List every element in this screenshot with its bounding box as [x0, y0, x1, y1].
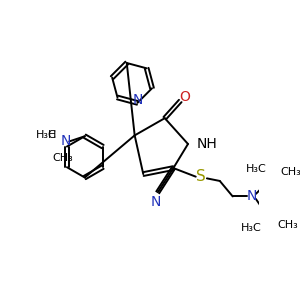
Text: CH₃: CH₃: [52, 153, 73, 164]
Text: H₃C: H₃C: [241, 223, 262, 233]
Text: N: N: [61, 134, 71, 148]
Text: H: H: [48, 130, 56, 140]
Text: CH₃: CH₃: [278, 220, 298, 230]
Text: N: N: [133, 93, 143, 107]
Text: H₃C: H₃C: [36, 130, 56, 140]
Text: N: N: [151, 196, 161, 209]
Text: H₃C: H₃C: [245, 164, 266, 174]
Text: N: N: [246, 189, 257, 203]
Text: NH: NH: [196, 137, 217, 151]
Text: CH₃: CH₃: [281, 167, 300, 177]
Text: S: S: [196, 169, 206, 184]
Text: O: O: [179, 90, 190, 104]
